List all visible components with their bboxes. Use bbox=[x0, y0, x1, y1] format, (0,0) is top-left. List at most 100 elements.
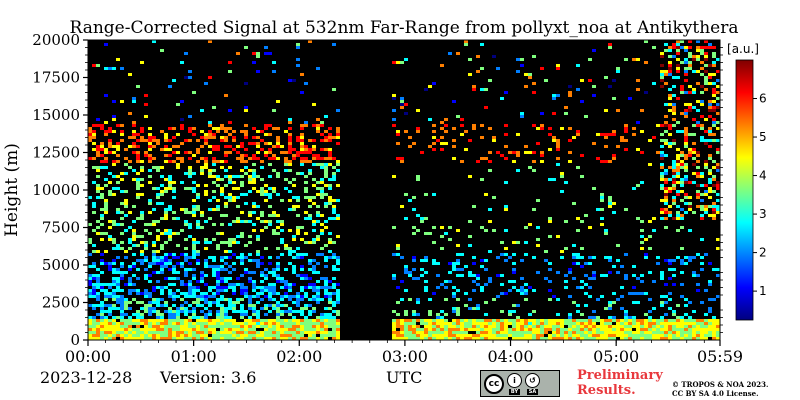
heatmap-cell bbox=[324, 226, 328, 229]
heatmap-cell bbox=[488, 79, 492, 82]
heatmap-cell bbox=[532, 256, 536, 259]
heatmap-cell bbox=[232, 307, 236, 310]
heatmap-cell bbox=[472, 274, 476, 277]
heatmap-cell bbox=[596, 319, 600, 322]
heatmap-cell bbox=[96, 166, 100, 169]
heatmap-cell bbox=[156, 286, 160, 289]
heatmap-cell bbox=[308, 304, 312, 307]
heatmap-cell bbox=[704, 334, 708, 337]
heatmap-cell bbox=[512, 319, 516, 322]
heatmap-cell bbox=[496, 256, 500, 259]
heatmap-cell bbox=[288, 295, 292, 298]
heatmap-cell bbox=[704, 319, 708, 322]
heatmap-cell bbox=[212, 256, 216, 259]
heatmap-cell bbox=[160, 286, 164, 289]
heatmap-cell bbox=[300, 256, 304, 259]
heatmap-cell bbox=[280, 331, 284, 334]
heatmap-cell bbox=[416, 277, 420, 280]
heatmap-cell bbox=[276, 277, 280, 280]
heatmap-cell bbox=[700, 91, 704, 94]
heatmap-cell bbox=[592, 274, 596, 277]
heatmap-cell bbox=[296, 253, 300, 256]
heatmap-cell bbox=[664, 202, 668, 205]
heatmap-cell bbox=[568, 334, 572, 337]
heatmap-cell bbox=[228, 328, 232, 331]
heatmap-cell bbox=[132, 244, 136, 247]
heatmap-cell bbox=[112, 331, 116, 334]
heatmap-cell bbox=[300, 91, 304, 94]
heatmap-cell bbox=[196, 286, 200, 289]
heatmap-cell bbox=[312, 337, 316, 340]
cc-license-badge[interactable]: cc i BY ↺ SA bbox=[480, 370, 560, 397]
heatmap-cell bbox=[140, 130, 144, 133]
heatmap-cell bbox=[136, 178, 140, 181]
heatmap-cell bbox=[104, 202, 108, 205]
heatmap-cell bbox=[244, 295, 248, 298]
heatmap-cell bbox=[244, 322, 248, 325]
heatmap-cell bbox=[108, 322, 112, 325]
heatmap-cell bbox=[176, 310, 180, 313]
heatmap-cell bbox=[664, 115, 668, 118]
heatmap-cell bbox=[404, 217, 408, 220]
heatmap-cell bbox=[228, 319, 232, 322]
heatmap-cell bbox=[120, 130, 124, 133]
heatmap-cell bbox=[148, 307, 152, 310]
heatmap-cell bbox=[252, 295, 256, 298]
heatmap-cell bbox=[300, 298, 304, 301]
heatmap-cell bbox=[88, 133, 92, 136]
heatmap-cell bbox=[208, 304, 212, 307]
heatmap-cell bbox=[196, 193, 200, 196]
heatmap-cell bbox=[704, 166, 708, 169]
heatmap-cell bbox=[324, 289, 328, 292]
heatmap-cell bbox=[300, 331, 304, 334]
heatmap-cell bbox=[420, 220, 424, 223]
heatmap-cell bbox=[300, 286, 304, 289]
heatmap-cell bbox=[568, 85, 572, 88]
heatmap-cell bbox=[416, 178, 420, 181]
heatmap-cell bbox=[324, 313, 328, 316]
heatmap-cell bbox=[144, 319, 148, 322]
y-tick-label: 12500 bbox=[32, 144, 80, 162]
heatmap-cell bbox=[224, 298, 228, 301]
heatmap-cell bbox=[716, 211, 720, 214]
heatmap-cell bbox=[296, 214, 300, 217]
heatmap-cell bbox=[232, 130, 236, 133]
heatmap-cell bbox=[676, 70, 680, 73]
heatmap-cell bbox=[624, 130, 628, 133]
heatmap-cell bbox=[636, 337, 640, 340]
heatmap-cell bbox=[640, 151, 644, 154]
heatmap-cell bbox=[504, 253, 508, 256]
heatmap-cell bbox=[224, 94, 228, 97]
heatmap-cell bbox=[296, 298, 300, 301]
heatmap-cell bbox=[108, 334, 112, 337]
heatmap-cell bbox=[304, 121, 308, 124]
heatmap-cell bbox=[176, 325, 180, 328]
heatmap-cell bbox=[116, 160, 120, 163]
heatmap-cell bbox=[88, 196, 92, 199]
heatmap-cell bbox=[228, 181, 232, 184]
heatmap-cell bbox=[708, 130, 712, 133]
heatmap-cell bbox=[264, 289, 268, 292]
heatmap-cell bbox=[108, 295, 112, 298]
heatmap-cell bbox=[456, 307, 460, 310]
heatmap-cell bbox=[516, 325, 520, 328]
heatmap-cell bbox=[256, 238, 260, 241]
heatmap-cell bbox=[216, 286, 220, 289]
heatmap-cell bbox=[208, 217, 212, 220]
heatmap-cell bbox=[212, 163, 216, 166]
heatmap-cell bbox=[276, 220, 280, 223]
heatmap-cell bbox=[692, 334, 696, 337]
heatmap-cell bbox=[708, 103, 712, 106]
heatmap-cell bbox=[496, 295, 500, 298]
heatmap-cell bbox=[484, 313, 488, 316]
heatmap-cell bbox=[420, 328, 424, 331]
heatmap-cell bbox=[120, 190, 124, 193]
heatmap-cell bbox=[516, 322, 520, 325]
heatmap-cell bbox=[664, 217, 668, 220]
heatmap-cell bbox=[692, 91, 696, 94]
heatmap-cell bbox=[236, 301, 240, 304]
heatmap-cell bbox=[256, 334, 260, 337]
heatmap-cell bbox=[456, 52, 460, 55]
heatmap-cell bbox=[336, 130, 340, 133]
